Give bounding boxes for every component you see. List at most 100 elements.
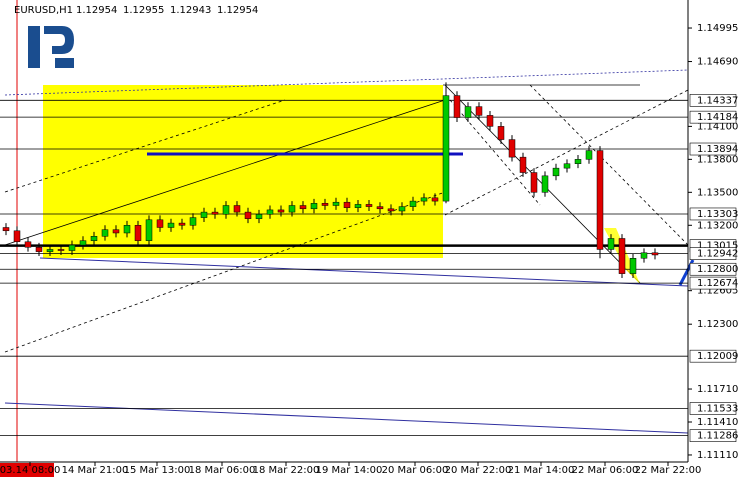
level-label: 1.12009 xyxy=(697,351,738,362)
trend-line xyxy=(449,99,541,206)
candle-body xyxy=(277,209,285,213)
candle-body xyxy=(585,150,593,160)
y-tick-label: 1.12300 xyxy=(697,319,738,330)
x-tick-label: 18 Mar 22:00 xyxy=(253,465,320,476)
candle-body xyxy=(365,204,373,207)
header-price: 1.12954 xyxy=(76,5,117,16)
level-label-box xyxy=(689,262,737,276)
candle-body xyxy=(211,211,219,215)
header-price: 1.12943 xyxy=(170,5,211,16)
candle-body xyxy=(464,106,472,118)
trend-line xyxy=(39,257,689,287)
candle-body xyxy=(354,204,362,208)
candle-body xyxy=(618,238,626,274)
trend-line xyxy=(4,99,286,193)
y-tick-label: 1.11410 xyxy=(697,417,738,428)
level-label-box xyxy=(689,429,737,442)
candle-body xyxy=(420,197,428,202)
candle-body xyxy=(167,222,175,228)
candle-body xyxy=(486,115,494,127)
candle-body xyxy=(563,163,571,169)
level-label-box xyxy=(689,349,737,363)
chart-title: EURUSD,H1 xyxy=(14,5,73,16)
candle-body xyxy=(387,208,395,212)
y-tick-label: 1.11110 xyxy=(697,450,738,461)
level-label: 1.12674 xyxy=(697,278,738,289)
candle-body xyxy=(574,159,582,164)
x-tick-label: 22 Mar 22:00 xyxy=(635,465,702,476)
candle-body xyxy=(508,139,516,158)
candle-body xyxy=(442,95,450,202)
logo xyxy=(28,26,74,68)
candle-body xyxy=(101,229,109,237)
y-tick-label: 1.14100 xyxy=(697,121,738,132)
candle-body xyxy=(497,126,505,140)
trend-line xyxy=(4,69,689,96)
candle-body xyxy=(519,156,527,173)
level-label: 1.13015 xyxy=(697,241,738,252)
level-label-box xyxy=(689,276,737,290)
candle-body xyxy=(112,229,120,234)
candle-body xyxy=(596,150,604,250)
candle-body xyxy=(288,205,296,213)
level-label: 1.14184 xyxy=(697,112,738,123)
candle-body xyxy=(343,201,351,208)
y-tick-label: 1.14995 xyxy=(697,23,738,34)
trend-line xyxy=(4,402,689,434)
candle-body xyxy=(2,227,10,232)
candle-body xyxy=(222,205,230,215)
y-tick-label: 1.13800 xyxy=(697,154,738,165)
x-tick-label: 03.14 08:00 xyxy=(0,465,60,476)
candle-body xyxy=(475,106,483,116)
trend-line xyxy=(529,84,689,246)
candle-body xyxy=(90,236,98,241)
x-tick-label: 19 Mar 14:00 xyxy=(316,465,383,476)
candle-body xyxy=(244,211,252,219)
candle-body xyxy=(46,249,54,252)
trend-line xyxy=(4,191,446,353)
y-tick-label: 1.12605 xyxy=(697,286,738,297)
x-tick-label: 14 Mar 21:00 xyxy=(62,465,129,476)
candle-body xyxy=(233,205,241,213)
candle-body xyxy=(332,201,340,206)
level-label-box xyxy=(689,110,737,124)
level-label: 1.11286 xyxy=(697,431,738,442)
level-label: 1.14337 xyxy=(697,95,738,106)
y-tick-label: 1.11710 xyxy=(697,384,738,395)
level-label: 1.13303 xyxy=(697,209,738,220)
x-tick-label: 22 Mar 06:00 xyxy=(572,465,639,476)
candle-body xyxy=(266,209,274,215)
y-tick-label: 1.14690 xyxy=(697,57,738,68)
candle-body xyxy=(530,172,538,193)
y-axis: 1.14995 1.14690 1.14100 1.13800 1.13500 1.132… xyxy=(688,23,738,461)
candle-body xyxy=(13,230,21,243)
header-price: 1.12955 xyxy=(123,5,164,16)
candle-body xyxy=(200,211,208,218)
candle-body xyxy=(409,200,417,207)
x-tick-label: 20 Mar 06:00 xyxy=(382,465,449,476)
candle-body xyxy=(629,258,637,274)
candle-body xyxy=(321,203,329,206)
candle-body xyxy=(310,203,318,210)
candle-body xyxy=(431,197,439,202)
candle-body xyxy=(134,225,142,241)
candle-body xyxy=(541,175,549,193)
candle-body xyxy=(79,240,87,246)
header-prices: 1.12954 1.12955 1.12943 1.12954 xyxy=(76,5,258,16)
x-tick-label: 18 Mar 06:00 xyxy=(189,465,256,476)
x-tick-label: 21 Mar 14:00 xyxy=(508,465,575,476)
candle-body xyxy=(398,206,406,212)
level-label-box xyxy=(689,402,737,415)
x-tick-label: 15 Mar 13:00 xyxy=(124,465,191,476)
candles xyxy=(2,82,659,279)
level-label: 1.12800 xyxy=(697,264,738,275)
header-price: 1.12954 xyxy=(217,5,258,16)
trend-line xyxy=(4,99,446,246)
candle-body xyxy=(607,238,615,250)
y-tick-label: 1.13500 xyxy=(697,187,738,198)
time-marker-label-box xyxy=(0,463,54,477)
candle-body xyxy=(299,205,307,210)
candle-body xyxy=(57,249,65,251)
level-label-box xyxy=(689,142,737,156)
